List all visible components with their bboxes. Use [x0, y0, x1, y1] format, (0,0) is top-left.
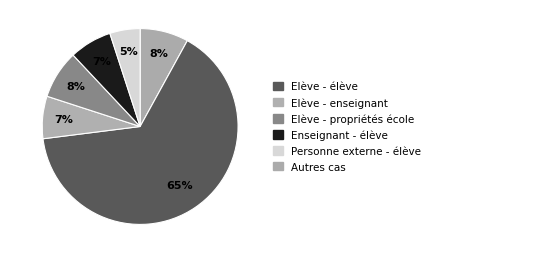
Wedge shape — [42, 97, 140, 139]
Text: 7%: 7% — [54, 115, 73, 125]
Wedge shape — [47, 56, 140, 127]
Text: 7%: 7% — [92, 57, 110, 67]
Text: 65%: 65% — [167, 180, 193, 190]
Text: 8%: 8% — [150, 48, 169, 58]
Legend: Elève - élève, Elève - enseignant, Elève - propriétés école, Enseignant - élève,: Elève - élève, Elève - enseignant, Elève… — [273, 82, 421, 172]
Text: 5%: 5% — [119, 47, 137, 57]
Wedge shape — [43, 41, 238, 225]
Wedge shape — [110, 29, 140, 127]
Wedge shape — [140, 29, 188, 127]
Text: 8%: 8% — [66, 81, 85, 91]
Wedge shape — [73, 34, 140, 127]
